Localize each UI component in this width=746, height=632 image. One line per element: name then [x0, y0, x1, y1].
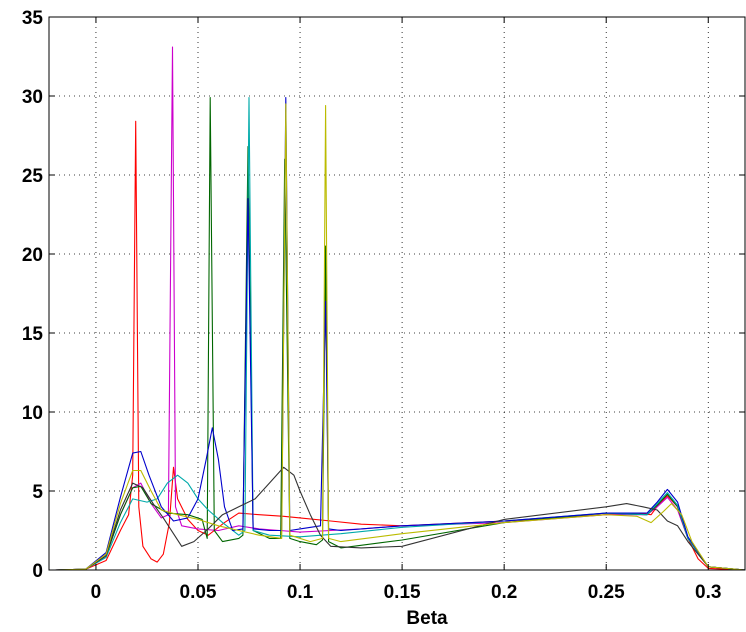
- x-tick-label: 0.15: [384, 582, 421, 603]
- y-tick-label: 0: [32, 561, 43, 582]
- series-line-1: [55, 120, 746, 571]
- y-tick-label: 25: [22, 166, 44, 187]
- y-tick-label: 35: [22, 8, 44, 29]
- plot-frame: [48, 16, 746, 571]
- grid-lines: [49, 16, 745, 571]
- y-tick-labels: 0 5 10 15 20 25 30 35: [22, 8, 44, 582]
- x-tick-label: 0.1: [287, 582, 314, 603]
- series-line-7: [55, 103, 746, 571]
- series-lines: [55, 46, 746, 571]
- x-tick-labels: 0 0.05 0.1 0.15 0.2 0.25 0.3: [91, 582, 722, 603]
- y-tick-label: 10: [22, 403, 43, 424]
- y-tick-label: 5: [32, 482, 43, 503]
- y-tick-label: 15: [22, 324, 44, 345]
- series-line-4: [55, 97, 746, 571]
- x-tick-label: 0.05: [180, 582, 217, 603]
- y-tick-label: 20: [22, 245, 43, 266]
- series-line-2: [55, 46, 746, 571]
- x-tick-label: 0.2: [491, 582, 517, 603]
- x-axis-title: Beta: [406, 608, 448, 629]
- axis-ticks: [49, 16, 745, 571]
- x-tick-label: 0.3: [695, 582, 721, 603]
- series-line-5: [55, 97, 746, 571]
- y-tick-label: 30: [22, 87, 43, 108]
- x-tick-label: 0: [91, 582, 102, 603]
- x-tick-label: 0.25: [588, 582, 625, 603]
